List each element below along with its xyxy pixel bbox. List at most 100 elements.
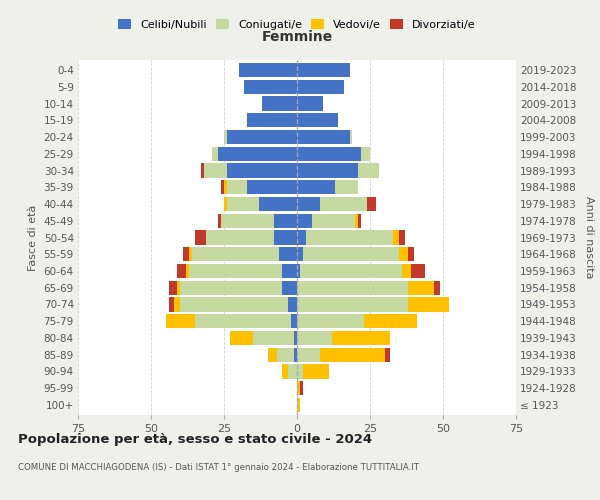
Bar — [283, 364, 288, 378]
Bar — [402, 264, 411, 278]
Bar — [297, 381, 300, 396]
Bar — [247, 113, 297, 128]
Bar — [399, 247, 408, 262]
Bar — [227, 180, 247, 194]
Bar — [283, 264, 297, 278]
Bar — [355, 214, 358, 228]
Bar — [169, 298, 175, 312]
Bar — [399, 230, 405, 244]
Bar — [189, 264, 283, 278]
Bar — [434, 280, 440, 295]
Bar — [177, 280, 180, 295]
Bar — [259, 197, 297, 211]
Bar — [227, 130, 297, 144]
Bar — [350, 130, 352, 144]
Bar — [253, 331, 294, 345]
Bar — [300, 264, 402, 278]
Text: Popolazione per età, sesso e stato civile - 2024: Popolazione per età, sesso e stato civil… — [18, 432, 372, 446]
Bar — [364, 314, 417, 328]
Bar — [183, 247, 189, 262]
Bar — [224, 180, 227, 194]
Bar — [332, 331, 391, 345]
Bar — [274, 214, 297, 228]
Bar — [221, 214, 274, 228]
Bar — [218, 214, 221, 228]
Bar — [297, 113, 338, 128]
Bar — [227, 164, 297, 177]
Bar — [218, 146, 297, 161]
Bar — [303, 364, 329, 378]
Bar — [411, 264, 425, 278]
Bar — [244, 80, 297, 94]
Bar — [239, 63, 297, 77]
Bar — [291, 314, 297, 328]
Bar — [180, 298, 288, 312]
Bar — [297, 264, 300, 278]
Bar — [297, 247, 303, 262]
Bar — [297, 164, 358, 177]
Y-axis label: Fasce di età: Fasce di età — [28, 204, 38, 270]
Bar — [320, 197, 367, 211]
Bar — [195, 314, 291, 328]
Bar — [358, 164, 379, 177]
Bar — [280, 247, 297, 262]
Bar — [186, 264, 189, 278]
Bar — [297, 331, 332, 345]
Bar — [385, 348, 391, 362]
Bar — [274, 230, 297, 244]
Bar — [189, 247, 192, 262]
Bar — [212, 146, 218, 161]
Bar — [203, 164, 227, 177]
Bar — [297, 348, 320, 362]
Bar — [268, 348, 277, 362]
Bar — [306, 230, 394, 244]
Bar — [297, 146, 361, 161]
Bar — [297, 180, 335, 194]
Bar — [311, 214, 355, 228]
Bar — [358, 214, 361, 228]
Legend: Celibi/Nubili, Coniugati/e, Vedovi/e, Divorziati/e: Celibi/Nubili, Coniugati/e, Vedovi/e, Di… — [115, 16, 479, 34]
Bar — [247, 180, 297, 194]
Bar — [297, 130, 350, 144]
Bar — [335, 180, 358, 194]
Bar — [297, 280, 408, 295]
Bar — [294, 331, 297, 345]
Bar — [288, 364, 297, 378]
Text: COMUNE DI MACCHIAGODENA (IS) - Dati ISTAT 1° gennaio 2024 - Elaborazione TUTTITA: COMUNE DI MACCHIAGODENA (IS) - Dati ISTA… — [18, 462, 419, 471]
Bar — [224, 197, 227, 211]
Bar — [408, 280, 434, 295]
Bar — [221, 180, 224, 194]
Bar — [175, 298, 180, 312]
Bar — [300, 381, 303, 396]
Bar — [297, 398, 300, 412]
Bar — [297, 314, 364, 328]
Bar — [192, 247, 280, 262]
Bar — [262, 96, 297, 110]
Bar — [224, 130, 227, 144]
Bar — [361, 146, 370, 161]
Bar — [200, 164, 203, 177]
Bar — [277, 348, 294, 362]
Text: Femmine: Femmine — [262, 30, 332, 44]
Bar — [180, 280, 283, 295]
Bar — [283, 280, 297, 295]
Bar — [297, 230, 306, 244]
Bar — [367, 197, 376, 211]
Bar — [230, 331, 253, 345]
Bar — [195, 230, 206, 244]
Bar — [303, 247, 399, 262]
Bar — [166, 314, 195, 328]
Bar — [227, 197, 259, 211]
Bar — [297, 214, 311, 228]
Bar — [297, 298, 408, 312]
Bar — [320, 348, 385, 362]
Y-axis label: Anni di nascita: Anni di nascita — [584, 196, 593, 279]
Bar — [394, 230, 399, 244]
Bar — [177, 264, 186, 278]
Bar — [297, 96, 323, 110]
Bar — [297, 80, 344, 94]
Bar — [408, 247, 414, 262]
Bar — [297, 364, 303, 378]
Bar — [294, 348, 297, 362]
Bar — [297, 63, 350, 77]
